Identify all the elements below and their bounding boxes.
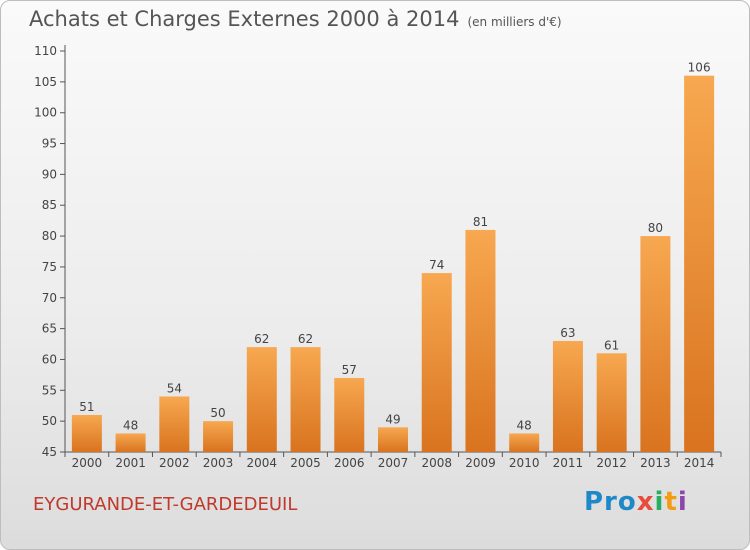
bar-value-label: 57 xyxy=(342,363,357,377)
bar-value-label: 63 xyxy=(560,326,575,340)
y-tick-label: 70 xyxy=(42,291,57,305)
x-tick-label: 2004 xyxy=(247,456,278,470)
x-tick-label: 2008 xyxy=(421,456,452,470)
bar-value-label: 49 xyxy=(385,412,400,426)
bar xyxy=(421,273,452,452)
bar-value-label: 106 xyxy=(688,61,711,75)
y-tick-label: 60 xyxy=(42,352,57,366)
bar-value-label: 74 xyxy=(429,258,444,272)
bar xyxy=(684,75,715,452)
bar-value-label: 51 xyxy=(79,400,94,414)
commune-name: EYGURANDE-ET-GARDEDEUIL xyxy=(33,494,298,515)
x-tick-label: 2005 xyxy=(290,456,321,470)
x-tick-label: 2009 xyxy=(465,456,496,470)
x-tick-label: 2002 xyxy=(159,456,190,470)
y-tick-label: 80 xyxy=(42,229,57,243)
bar xyxy=(640,236,671,452)
y-tick-label: 75 xyxy=(42,260,57,274)
bar xyxy=(71,414,102,452)
logo-part-5: i xyxy=(677,487,688,517)
y-tick-label: 100 xyxy=(34,106,57,120)
bar xyxy=(246,347,277,452)
bar-value-label: 48 xyxy=(517,418,532,432)
x-tick-label: 2006 xyxy=(334,456,365,470)
x-tick-label: 2012 xyxy=(596,456,627,470)
bar xyxy=(509,433,540,452)
bar xyxy=(290,347,321,452)
bar xyxy=(378,427,408,452)
y-tick-label: 90 xyxy=(42,167,57,181)
y-tick-label: 95 xyxy=(42,137,57,151)
logo-part-4: t xyxy=(664,487,678,517)
logo-part-3: i xyxy=(654,487,665,517)
bar-value-label: 80 xyxy=(648,221,663,235)
y-tick-label: 65 xyxy=(42,322,57,336)
x-tick-label: 2000 xyxy=(72,456,103,470)
y-tick-label: 110 xyxy=(34,44,57,58)
bar xyxy=(115,433,146,452)
bar xyxy=(552,340,583,452)
bar xyxy=(465,229,496,452)
bar-value-label: 62 xyxy=(254,332,269,346)
bar-value-label: 81 xyxy=(473,215,488,229)
chart-subtitle: (en milliers d'€) xyxy=(467,15,562,29)
bar xyxy=(159,396,190,452)
bar-value-label: 54 xyxy=(167,381,182,395)
x-tick-label: 2003 xyxy=(203,456,234,470)
x-tick-label: 2010 xyxy=(509,456,540,470)
bar-value-label: 50 xyxy=(210,406,225,420)
logo-part-1: Pro xyxy=(584,487,637,517)
title-text: Achats et Charges Externes 2000 à 2014 xyxy=(29,7,460,31)
bar xyxy=(596,353,627,452)
bar xyxy=(203,421,234,452)
x-tick-label: 2001 xyxy=(115,456,146,470)
bar-value-label: 62 xyxy=(298,332,313,346)
chart-title: Achats et Charges Externes 2000 à 2014 (e… xyxy=(29,7,562,31)
x-tick-label: 2007 xyxy=(378,456,409,470)
logo-part-2: x xyxy=(636,487,655,517)
x-tick-label: 2013 xyxy=(640,456,671,470)
y-tick-label: 45 xyxy=(42,445,57,459)
x-tick-label: 2014 xyxy=(684,456,715,470)
proxiti-logo: Proxiti xyxy=(584,487,688,517)
y-tick-label: 50 xyxy=(42,414,57,428)
x-tick-label: 2011 xyxy=(553,456,584,470)
y-tick-label: 105 xyxy=(34,75,57,89)
bar-value-label: 61 xyxy=(604,338,619,352)
bar-value-label: 48 xyxy=(123,418,138,432)
y-tick-label: 55 xyxy=(42,383,57,397)
bar xyxy=(334,377,365,452)
y-tick-label: 85 xyxy=(42,198,57,212)
